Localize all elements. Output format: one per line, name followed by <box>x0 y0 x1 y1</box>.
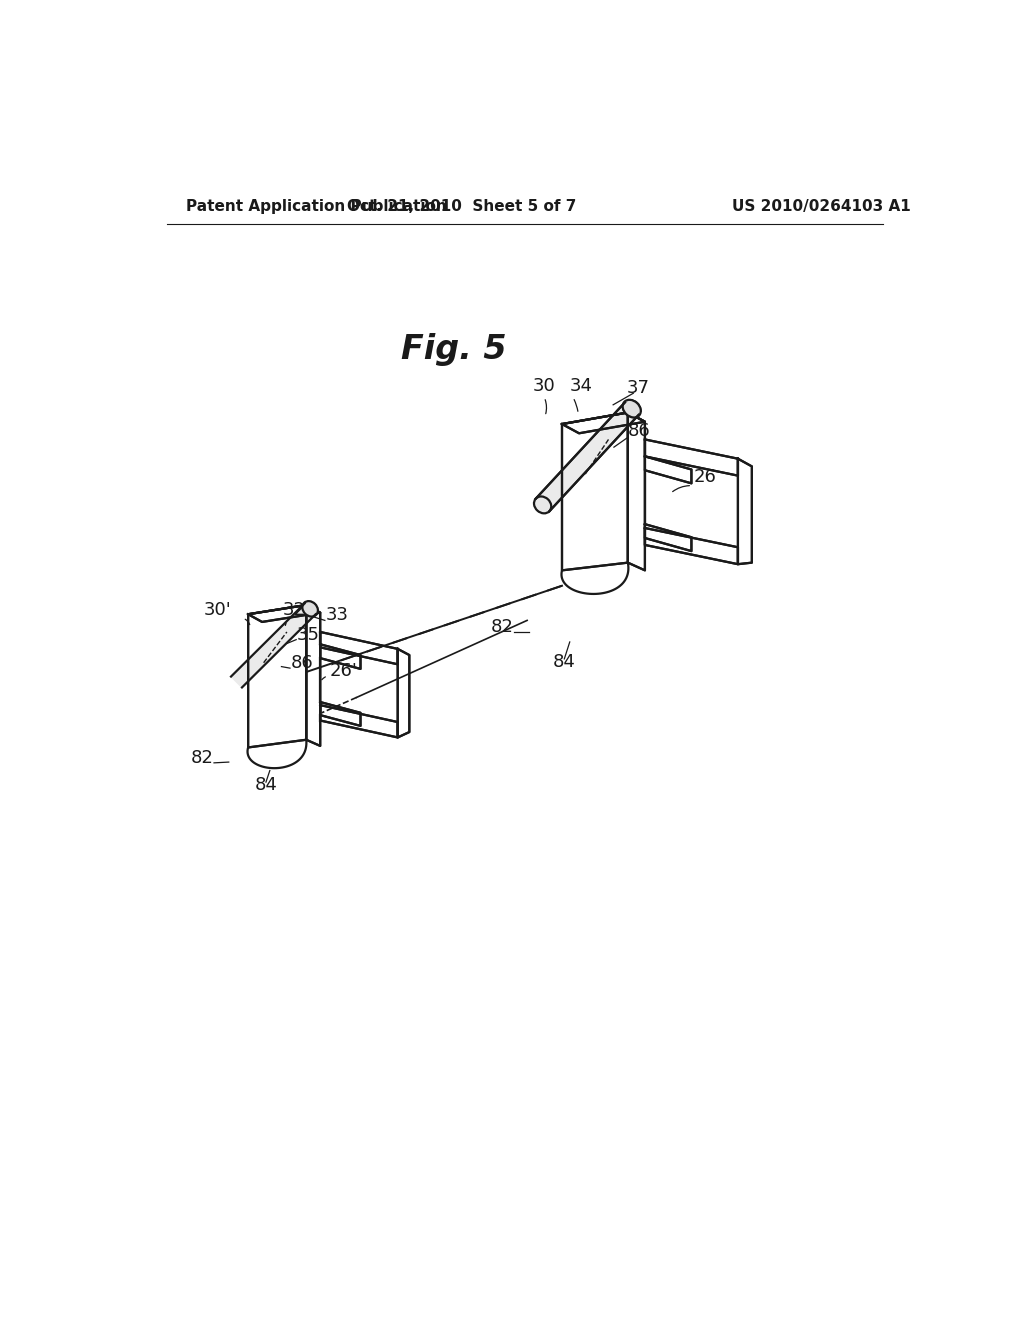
Text: 26: 26 <box>693 467 717 486</box>
Text: Patent Application Publication: Patent Application Publication <box>186 198 446 214</box>
Polygon shape <box>645 528 738 564</box>
Text: 82: 82 <box>490 618 513 636</box>
Text: 86: 86 <box>628 421 650 440</box>
Polygon shape <box>231 603 315 688</box>
Text: 30': 30' <box>204 601 231 619</box>
Text: 37: 37 <box>627 379 649 397</box>
Text: 35: 35 <box>297 626 319 644</box>
Polygon shape <box>248 605 306 747</box>
Polygon shape <box>645 457 691 483</box>
Text: 33: 33 <box>326 606 348 624</box>
Polygon shape <box>562 412 628 570</box>
Polygon shape <box>321 702 360 726</box>
Polygon shape <box>306 605 321 746</box>
Ellipse shape <box>623 400 641 417</box>
Polygon shape <box>321 705 397 738</box>
Ellipse shape <box>302 601 317 616</box>
Polygon shape <box>628 412 645 570</box>
Ellipse shape <box>624 400 640 417</box>
Text: Fig. 5: Fig. 5 <box>400 333 506 366</box>
Text: 82: 82 <box>190 748 213 767</box>
Text: 26': 26' <box>330 661 357 680</box>
Text: US 2010/0264103 A1: US 2010/0264103 A1 <box>732 198 911 214</box>
Polygon shape <box>536 403 639 511</box>
Polygon shape <box>645 440 738 475</box>
Polygon shape <box>397 649 410 738</box>
Text: Oct. 21, 2010  Sheet 5 of 7: Oct. 21, 2010 Sheet 5 of 7 <box>346 198 575 214</box>
Text: 84: 84 <box>553 652 575 671</box>
Polygon shape <box>321 632 397 664</box>
Polygon shape <box>645 524 691 552</box>
Polygon shape <box>321 644 360 669</box>
Ellipse shape <box>534 496 551 513</box>
Polygon shape <box>738 459 752 564</box>
Polygon shape <box>562 412 645 433</box>
Text: 30: 30 <box>532 378 556 395</box>
Text: 86: 86 <box>291 655 313 672</box>
Polygon shape <box>248 605 321 622</box>
Text: 84: 84 <box>255 776 278 793</box>
Text: 34: 34 <box>569 378 593 395</box>
Text: 32: 32 <box>283 601 306 619</box>
